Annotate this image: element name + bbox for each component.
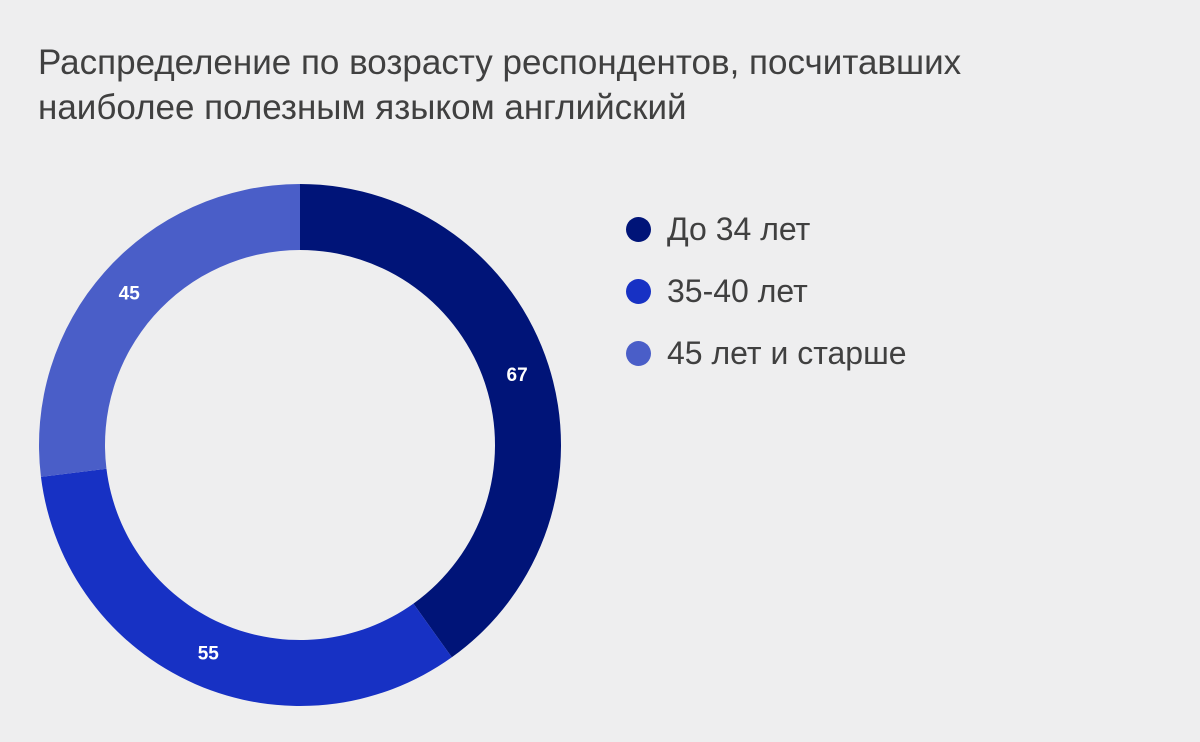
legend-item-under-34[interactable]: До 34 лет <box>626 198 907 260</box>
data-label-45-plus: 45 <box>119 283 141 304</box>
chart-title-line-1: Распределение по возрасту респондентов, … <box>38 43 962 82</box>
legend-item-35-40[interactable]: 35-40 лет <box>626 260 907 322</box>
legend-marker-under-34 <box>626 216 651 242</box>
legend-marker-45-plus <box>626 340 651 366</box>
chart-title: Распределение по возрасту респондентов, … <box>38 40 1158 130</box>
donut-slice-35-40[interactable] <box>40 468 452 706</box>
donut-slice-45-plus[interactable] <box>39 184 301 477</box>
legend-label-45-plus: 45 лет и старше <box>667 334 907 371</box>
legend-marker-35-40 <box>626 278 651 304</box>
legend-label-under-34: До 34 лет <box>667 210 811 247</box>
data-label-under-34: 67 <box>507 365 528 386</box>
legend-label-35-40: 35-40 лет <box>667 272 808 309</box>
data-label-35-40: 55 <box>198 643 220 664</box>
legend-item-45-plus[interactable]: 45 лет и старше <box>626 322 907 384</box>
chart-legend: До 34 лет 35-40 лет 45 лет и старше <box>626 198 907 384</box>
donut-slice-under-34[interactable] <box>300 184 561 658</box>
chart-title-line-2: наиболее полезным языком английский <box>38 88 687 127</box>
